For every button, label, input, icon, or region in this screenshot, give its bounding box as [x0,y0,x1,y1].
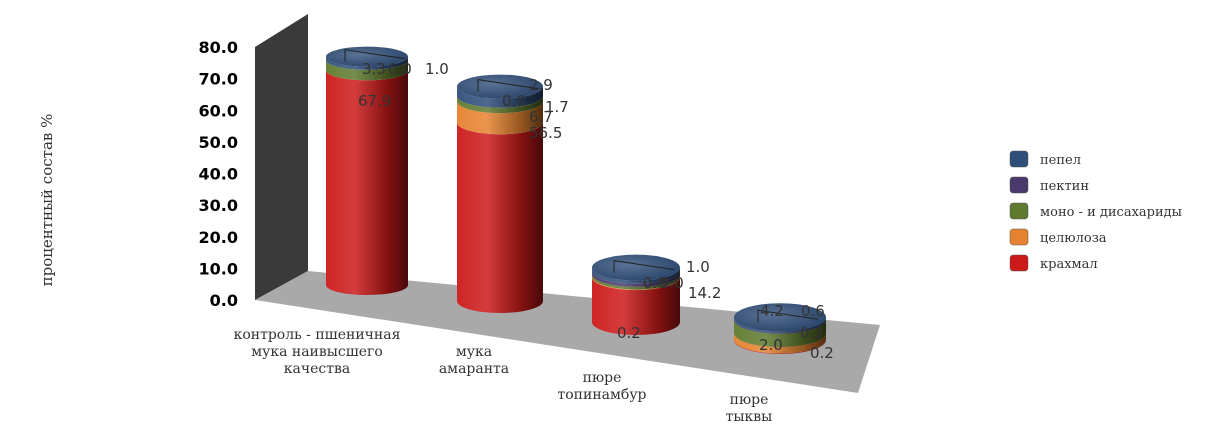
data-label: 6.7 [529,108,553,126]
category-label: мука наивысшего [251,344,383,360]
y-axis-label: процентный состав % [38,114,56,287]
bar-segment [457,101,543,135]
legend-label: моно - и дисахариды [1040,205,1182,220]
legend-item: пектин [1009,176,1089,194]
y-tick-label: 50.0 [199,133,238,152]
bar-segment [457,86,543,108]
category-label: контроль - пшеничная [234,327,401,343]
bar-segment [592,267,680,284]
y-tick-label: 20.0 [199,228,238,247]
y-tick-label: 10.0 [199,259,238,278]
bar-segment [592,277,680,335]
bar-stack [734,303,826,354]
legend-swatch [1009,228,1029,246]
data-label: 14.2 [688,284,721,302]
data-label: 0.2 [617,324,641,342]
category-label: пюре [583,370,622,386]
category-label: мука [456,344,492,360]
data-label: 2.0 [759,336,783,354]
bar-stack [457,74,543,313]
y-tick-label: 60.0 [199,101,238,120]
data-label: 67.9 [358,92,391,110]
back-wall [255,14,308,300]
data-label: 3.3 [362,60,386,78]
category-label: качества [284,361,350,377]
category-label: амаранта [439,361,509,377]
legend-swatch [1009,150,1029,168]
y-tick-label: 40.0 [199,165,238,184]
data-label: 0.0 [388,60,412,78]
legend-label: крахмал [1040,257,1098,272]
category-label: тыквы [726,409,773,425]
data-label: 1.0 [425,60,449,78]
legend-swatch [1009,202,1029,220]
leader-line [613,260,675,273]
bar-segment [734,333,826,354]
label-layer: 3.3 0.0 1.067.92.90.0 1.76.756.51.00.00.814… [234,60,834,425]
leader-line [757,309,819,323]
data-label: 0.2 [810,344,834,362]
bar-stack [592,254,680,335]
legend-item: целюлоза [1009,228,1107,246]
bar-top-cap [326,46,408,67]
bar-top-cap [734,303,826,332]
legend-swatch [1009,254,1029,272]
data-label: 56.5 [529,124,562,142]
data-label: 2.9 [529,76,553,94]
category-label: топинамбур [557,387,646,403]
floor [255,271,880,393]
bar-segment [457,95,543,114]
bar-stack [326,46,408,295]
bar-segment [592,270,680,287]
data-label: 0.8 [643,274,667,292]
leader-line [477,79,539,92]
bar-segment [592,273,680,290]
category-label: пюре [730,392,769,408]
y-tick-label: 80.0 [199,38,238,57]
bar-segment [326,56,408,70]
bar-segment [326,59,408,81]
bar-segment [734,319,826,348]
y-tick-label: 0.0 [210,291,238,310]
data-label: 1.7 [545,98,569,116]
axis-layer: 0.0 10.0 20.0 30.0 40.0 50.0 60.0 70.0 80.0 [199,14,880,393]
y-tick-label: 70.0 [199,70,238,89]
bar-layer [326,46,826,354]
data-label: 0.2 [800,324,824,342]
legend-item: моно - и дисахариды [1009,202,1182,220]
legend: пепел пектин моно - и дисахариды целюлоза кр… [1009,150,1182,272]
legend-item: пепел [1009,150,1081,168]
legend-item: крахмал [1009,254,1098,272]
bar-segment [457,122,543,313]
legend-label: пектин [1040,179,1089,194]
data-label: 0.0 [660,274,684,292]
bar-segment [326,70,408,295]
leader-line [344,49,406,62]
y-tick-label: 30.0 [199,196,238,215]
legend-swatch [1009,176,1029,194]
legend-label: целюлоза [1040,231,1107,246]
data-label: 0.0 [502,92,526,110]
data-label: 0.6 [801,302,825,320]
data-label: 4.2 [760,302,784,320]
legend-label: пепел [1040,153,1081,168]
data-label: 1.0 [686,258,710,276]
